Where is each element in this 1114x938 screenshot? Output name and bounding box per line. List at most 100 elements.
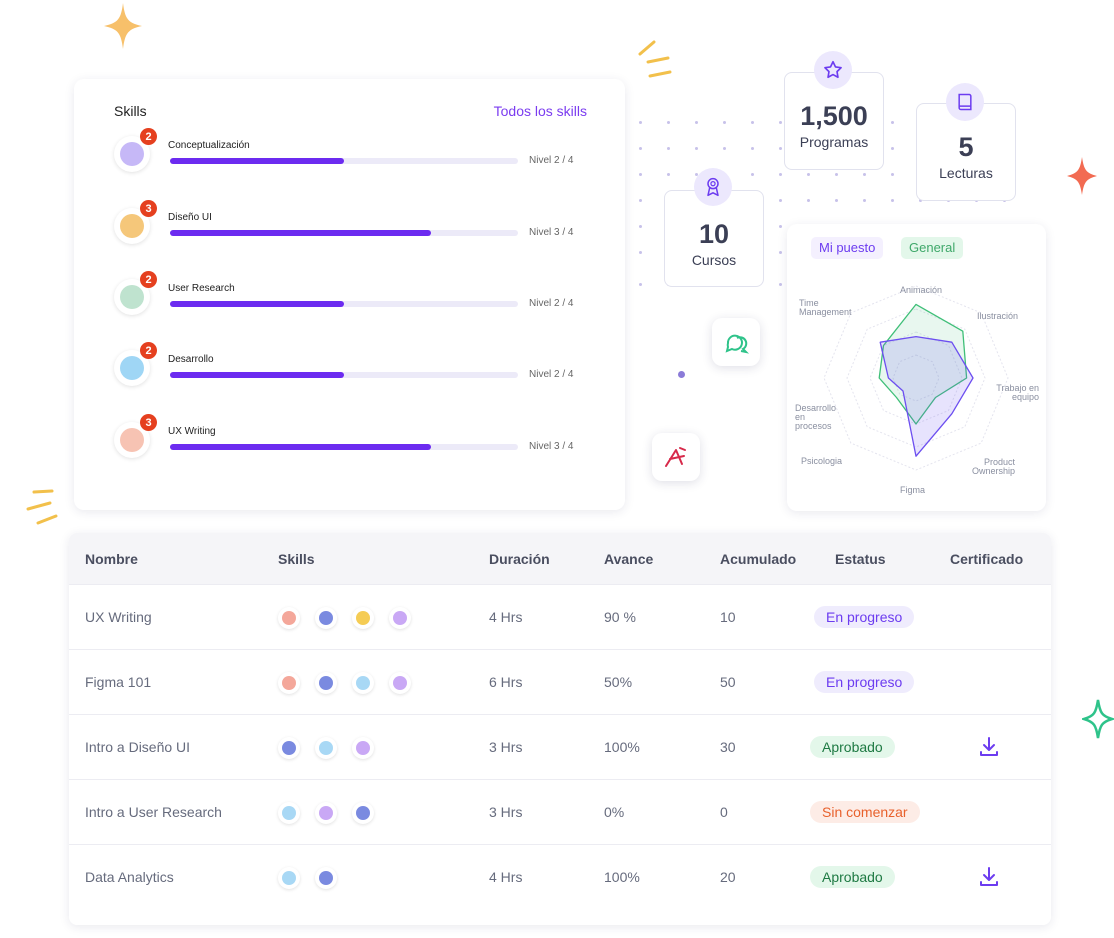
sparkle-orange-icon	[104, 3, 142, 49]
grid-dot	[639, 147, 642, 150]
spark-lines-top-icon	[638, 40, 672, 78]
table-row[interactable]: Intro a User Research 3 Hrs 0% 0 Sin com…	[69, 779, 1051, 845]
skill-chip-icon	[315, 672, 337, 694]
skill-chip-icon	[315, 867, 337, 889]
status-badge: Aprobado	[810, 866, 895, 888]
skill-row: 3 Diseño UI Nivel 3 / 4	[114, 200, 584, 248]
grid-dot	[835, 199, 838, 202]
stat-label: Cursos	[691, 252, 737, 268]
table-row[interactable]: UX Writing 4 Hrs 90 % 10 En progreso	[69, 584, 1051, 650]
book-icon	[946, 83, 984, 121]
radar-series-mi-puesto	[879, 335, 974, 457]
radar-axis-label: Psicologia	[801, 456, 843, 466]
skill-chip-icon	[278, 737, 300, 759]
skill-chip-icon	[389, 672, 411, 694]
grid-dot	[779, 147, 782, 150]
grid-dot	[835, 173, 838, 176]
skill-count-badge: 3	[140, 414, 157, 431]
star-icon	[814, 51, 852, 89]
col-certificado: Certificado	[950, 551, 1024, 567]
skill-name: Diseño UI	[168, 212, 212, 223]
radar-axis-label: Time Management	[799, 298, 852, 317]
course-name[interactable]: UX Writing	[85, 609, 152, 625]
grid-dot	[779, 251, 782, 254]
course-name[interactable]: Intro a User Research	[85, 804, 222, 820]
grid-dot	[639, 173, 642, 176]
skill-level: Nivel 2 / 4	[529, 298, 574, 309]
tab-general[interactable]: General	[901, 237, 964, 259]
course-name[interactable]: Figma 101	[85, 674, 152, 690]
skill-count-badge: 2	[140, 342, 157, 359]
col-nombre: Nombre	[85, 551, 138, 567]
grid-dot	[751, 147, 754, 150]
skill-chip-icon	[278, 867, 300, 889]
status-badge: En progreso	[814, 606, 915, 628]
status-badge: Aprobado	[810, 736, 895, 758]
skill-level: Nivel 2 / 4	[529, 369, 574, 380]
skill-name: UX Writing	[168, 426, 216, 437]
all-skills-link[interactable]: Todos los skills	[493, 103, 587, 119]
status-badge: Sin comenzar	[810, 801, 920, 823]
grid-dot	[891, 147, 894, 150]
radar-axis-label: Animación	[900, 285, 943, 295]
skill-count-badge: 2	[140, 271, 157, 288]
grid-dot	[807, 199, 810, 202]
course-duration: 4 Hrs	[489, 609, 523, 625]
course-progress: 100%	[604, 869, 640, 885]
radar-axis-label: Ilustración	[977, 311, 1019, 321]
skill-chip-icon	[315, 802, 337, 824]
skill-row: 3 UX Writing Nivel 3 / 4	[114, 414, 584, 462]
skill-name: User Research	[168, 283, 235, 294]
radar-axis-label: Figma	[900, 485, 926, 495]
course-duration: 6 Hrs	[489, 674, 523, 690]
course-name[interactable]: Intro a Diseño UI	[85, 739, 191, 755]
grid-dot	[639, 199, 642, 202]
download-certificate-icon[interactable]	[977, 865, 1001, 889]
grid-dot	[695, 147, 698, 150]
course-accumulated: 20	[720, 869, 736, 885]
radar-grid-ring	[823, 285, 1009, 471]
course-name[interactable]: Data Analytics	[85, 869, 174, 885]
table-row[interactable]: Data Analytics 4 Hrs 100% 20 Aprobado	[69, 844, 1051, 910]
skill-row: 2 Conceptualización Nivel 2 / 4	[114, 128, 584, 176]
pen-tool-icon	[652, 433, 700, 481]
skill-chip-icon	[389, 607, 411, 629]
skill-chip-icon	[315, 737, 337, 759]
skill-chip-icon	[352, 802, 374, 824]
spark-lines-left-icon	[26, 489, 58, 525]
col-acumulado: Acumulado	[720, 551, 797, 567]
skill-level: Nivel 3 / 4	[529, 441, 574, 452]
stat-label: Lecturas	[939, 165, 993, 181]
grid-dot	[695, 121, 698, 124]
award-icon	[694, 168, 732, 206]
grid-dot	[779, 173, 782, 176]
col-duracion: Duración	[489, 551, 550, 567]
stat-label: Programas	[799, 134, 869, 150]
skill-progress-bar	[170, 301, 518, 307]
skill-count-badge: 2	[140, 128, 157, 145]
col-avance: Avance	[604, 551, 654, 567]
radar-series-general	[878, 303, 968, 425]
sparkle-red-icon	[1067, 157, 1097, 195]
download-certificate-icon[interactable]	[977, 735, 1001, 759]
grid-dot	[779, 199, 782, 202]
radar-chart	[823, 285, 1009, 471]
skill-progress-bar	[170, 372, 518, 378]
course-accumulated: 10	[720, 609, 736, 625]
skill-progress-bar	[170, 230, 518, 236]
grid-dot	[751, 173, 754, 176]
course-accumulated: 50	[720, 674, 736, 690]
table-row[interactable]: Intro a Diseño UI 3 Hrs 100% 30 Aprobado	[69, 714, 1051, 780]
course-accumulated: 0	[720, 804, 728, 820]
table-row[interactable]: Figma 101 6 Hrs 50% 50 En progreso	[69, 649, 1051, 715]
chat-bubbles-icon	[712, 318, 760, 366]
stat-value: 1,500	[800, 101, 868, 131]
course-duration: 4 Hrs	[489, 869, 523, 885]
col-estatus: Estatus	[835, 551, 886, 567]
dot-decoration	[678, 371, 685, 378]
grid-dot	[751, 121, 754, 124]
tab-mi-puesto[interactable]: Mi puesto	[811, 237, 884, 259]
skill-name: Desarrollo	[168, 354, 214, 365]
radar-axis-label: Desarrollo en procesos	[795, 403, 837, 431]
grid-dot	[639, 283, 642, 286]
